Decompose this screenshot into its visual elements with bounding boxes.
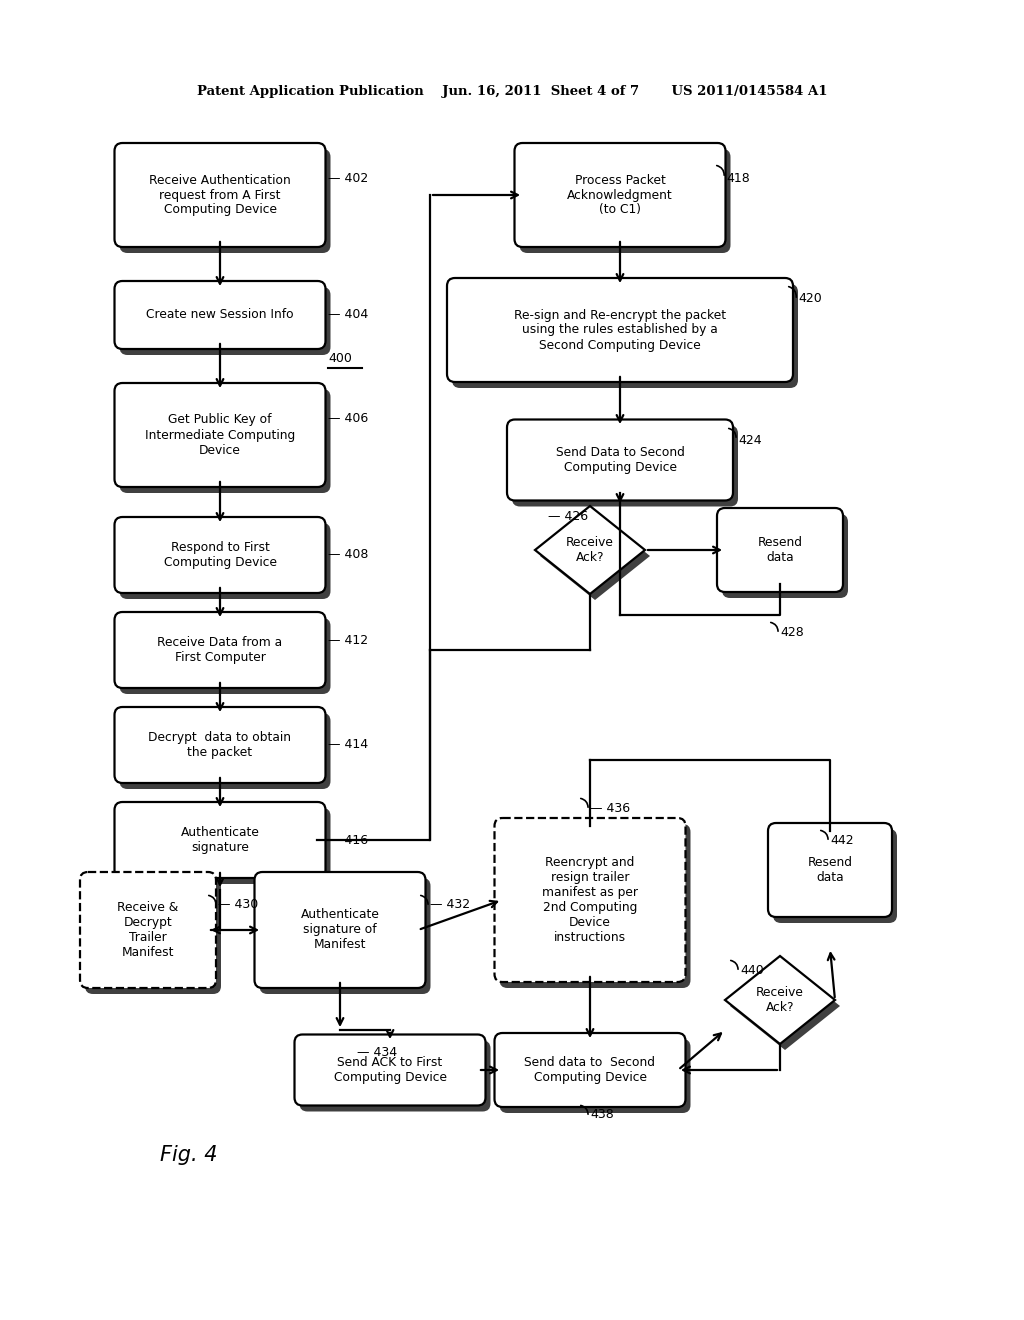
Text: — 402: — 402 [328,172,369,185]
FancyBboxPatch shape [115,517,326,593]
Text: 442: 442 [830,833,854,846]
Text: Create new Session Info: Create new Session Info [146,309,294,322]
Text: Re-sign and Re-encrypt the packet
using the rules established by a
Second Comput: Re-sign and Re-encrypt the packet using … [514,309,726,351]
Text: — 426: — 426 [548,510,588,523]
FancyBboxPatch shape [120,713,331,789]
Text: 400: 400 [328,351,352,364]
Text: — 408: — 408 [328,549,369,561]
FancyBboxPatch shape [80,873,216,987]
FancyBboxPatch shape [722,513,848,598]
FancyBboxPatch shape [259,878,430,994]
Text: — 404: — 404 [328,309,369,322]
FancyBboxPatch shape [120,389,331,492]
Text: — 430: — 430 [218,899,258,912]
Text: Receive
Ack?: Receive Ack? [566,536,614,564]
Text: Resend
data: Resend data [758,536,803,564]
Text: Resend
data: Resend data [808,855,853,884]
Text: 420: 420 [798,292,821,305]
FancyBboxPatch shape [500,1039,690,1113]
FancyBboxPatch shape [514,143,725,247]
FancyBboxPatch shape [452,284,798,388]
Polygon shape [535,506,645,594]
FancyBboxPatch shape [115,281,326,348]
Text: Receive &
Decrypt
Trailer
Manifest: Receive & Decrypt Trailer Manifest [118,902,178,960]
Polygon shape [730,962,840,1049]
Text: — 416: — 416 [328,833,368,846]
Text: — 412: — 412 [328,634,368,647]
Text: Receive Data from a
First Computer: Receive Data from a First Computer [158,636,283,664]
Text: 418: 418 [726,172,750,185]
FancyBboxPatch shape [512,425,738,507]
FancyBboxPatch shape [295,1035,485,1106]
FancyBboxPatch shape [495,818,685,982]
FancyBboxPatch shape [115,143,326,247]
FancyBboxPatch shape [120,523,331,599]
Text: — 432: — 432 [430,899,470,912]
Text: Process Packet
Acknowledgment
(to C1): Process Packet Acknowledgment (to C1) [567,173,673,216]
Text: Send ACK to First
Computing Device: Send ACK to First Computing Device [334,1056,446,1084]
Text: Decrypt  data to obtain
the packet: Decrypt data to obtain the packet [148,731,292,759]
FancyBboxPatch shape [519,149,730,253]
Text: 438: 438 [590,1109,613,1122]
Text: Reencrypt and
resign trailer
manifest as per
2nd Computing
Device
instructions: Reencrypt and resign trailer manifest as… [542,855,638,944]
FancyBboxPatch shape [120,149,331,253]
Text: — 406: — 406 [328,412,369,425]
Text: 440: 440 [740,964,764,977]
FancyBboxPatch shape [115,803,326,878]
Text: Respond to First
Computing Device: Respond to First Computing Device [164,541,276,569]
Text: Send data to  Second
Computing Device: Send data to Second Computing Device [524,1056,655,1084]
FancyBboxPatch shape [447,279,793,381]
FancyBboxPatch shape [115,383,326,487]
FancyBboxPatch shape [120,808,331,884]
FancyBboxPatch shape [120,618,331,694]
Text: Get Public Key of
Intermediate Computing
Device: Get Public Key of Intermediate Computing… [144,413,295,457]
Text: Receive Authentication
request from A First
Computing Device: Receive Authentication request from A Fi… [150,173,291,216]
Polygon shape [725,956,835,1044]
FancyBboxPatch shape [299,1040,490,1111]
Text: — 436: — 436 [590,801,630,814]
Text: 428: 428 [780,626,804,639]
FancyBboxPatch shape [768,822,892,917]
Text: Authenticate
signature of
Manifest: Authenticate signature of Manifest [301,908,380,952]
Text: — 414: — 414 [328,738,368,751]
Text: Send Data to Second
Computing Device: Send Data to Second Computing Device [556,446,684,474]
Text: Authenticate
signature: Authenticate signature [180,826,259,854]
Polygon shape [540,512,650,601]
FancyBboxPatch shape [85,878,221,994]
FancyBboxPatch shape [115,708,326,783]
Text: Patent Application Publication    Jun. 16, 2011  Sheet 4 of 7       US 2011/0145: Patent Application Publication Jun. 16, … [197,86,827,99]
FancyBboxPatch shape [255,873,426,987]
Text: Receive
Ack?: Receive Ack? [756,986,804,1014]
FancyBboxPatch shape [120,286,331,355]
FancyBboxPatch shape [507,420,733,500]
FancyBboxPatch shape [500,824,690,987]
Text: — 434: — 434 [357,1045,397,1059]
FancyBboxPatch shape [495,1034,685,1107]
FancyBboxPatch shape [717,508,843,591]
Text: Fig. 4: Fig. 4 [160,1144,217,1166]
FancyBboxPatch shape [115,612,326,688]
Text: 424: 424 [738,433,762,446]
FancyBboxPatch shape [773,829,897,923]
